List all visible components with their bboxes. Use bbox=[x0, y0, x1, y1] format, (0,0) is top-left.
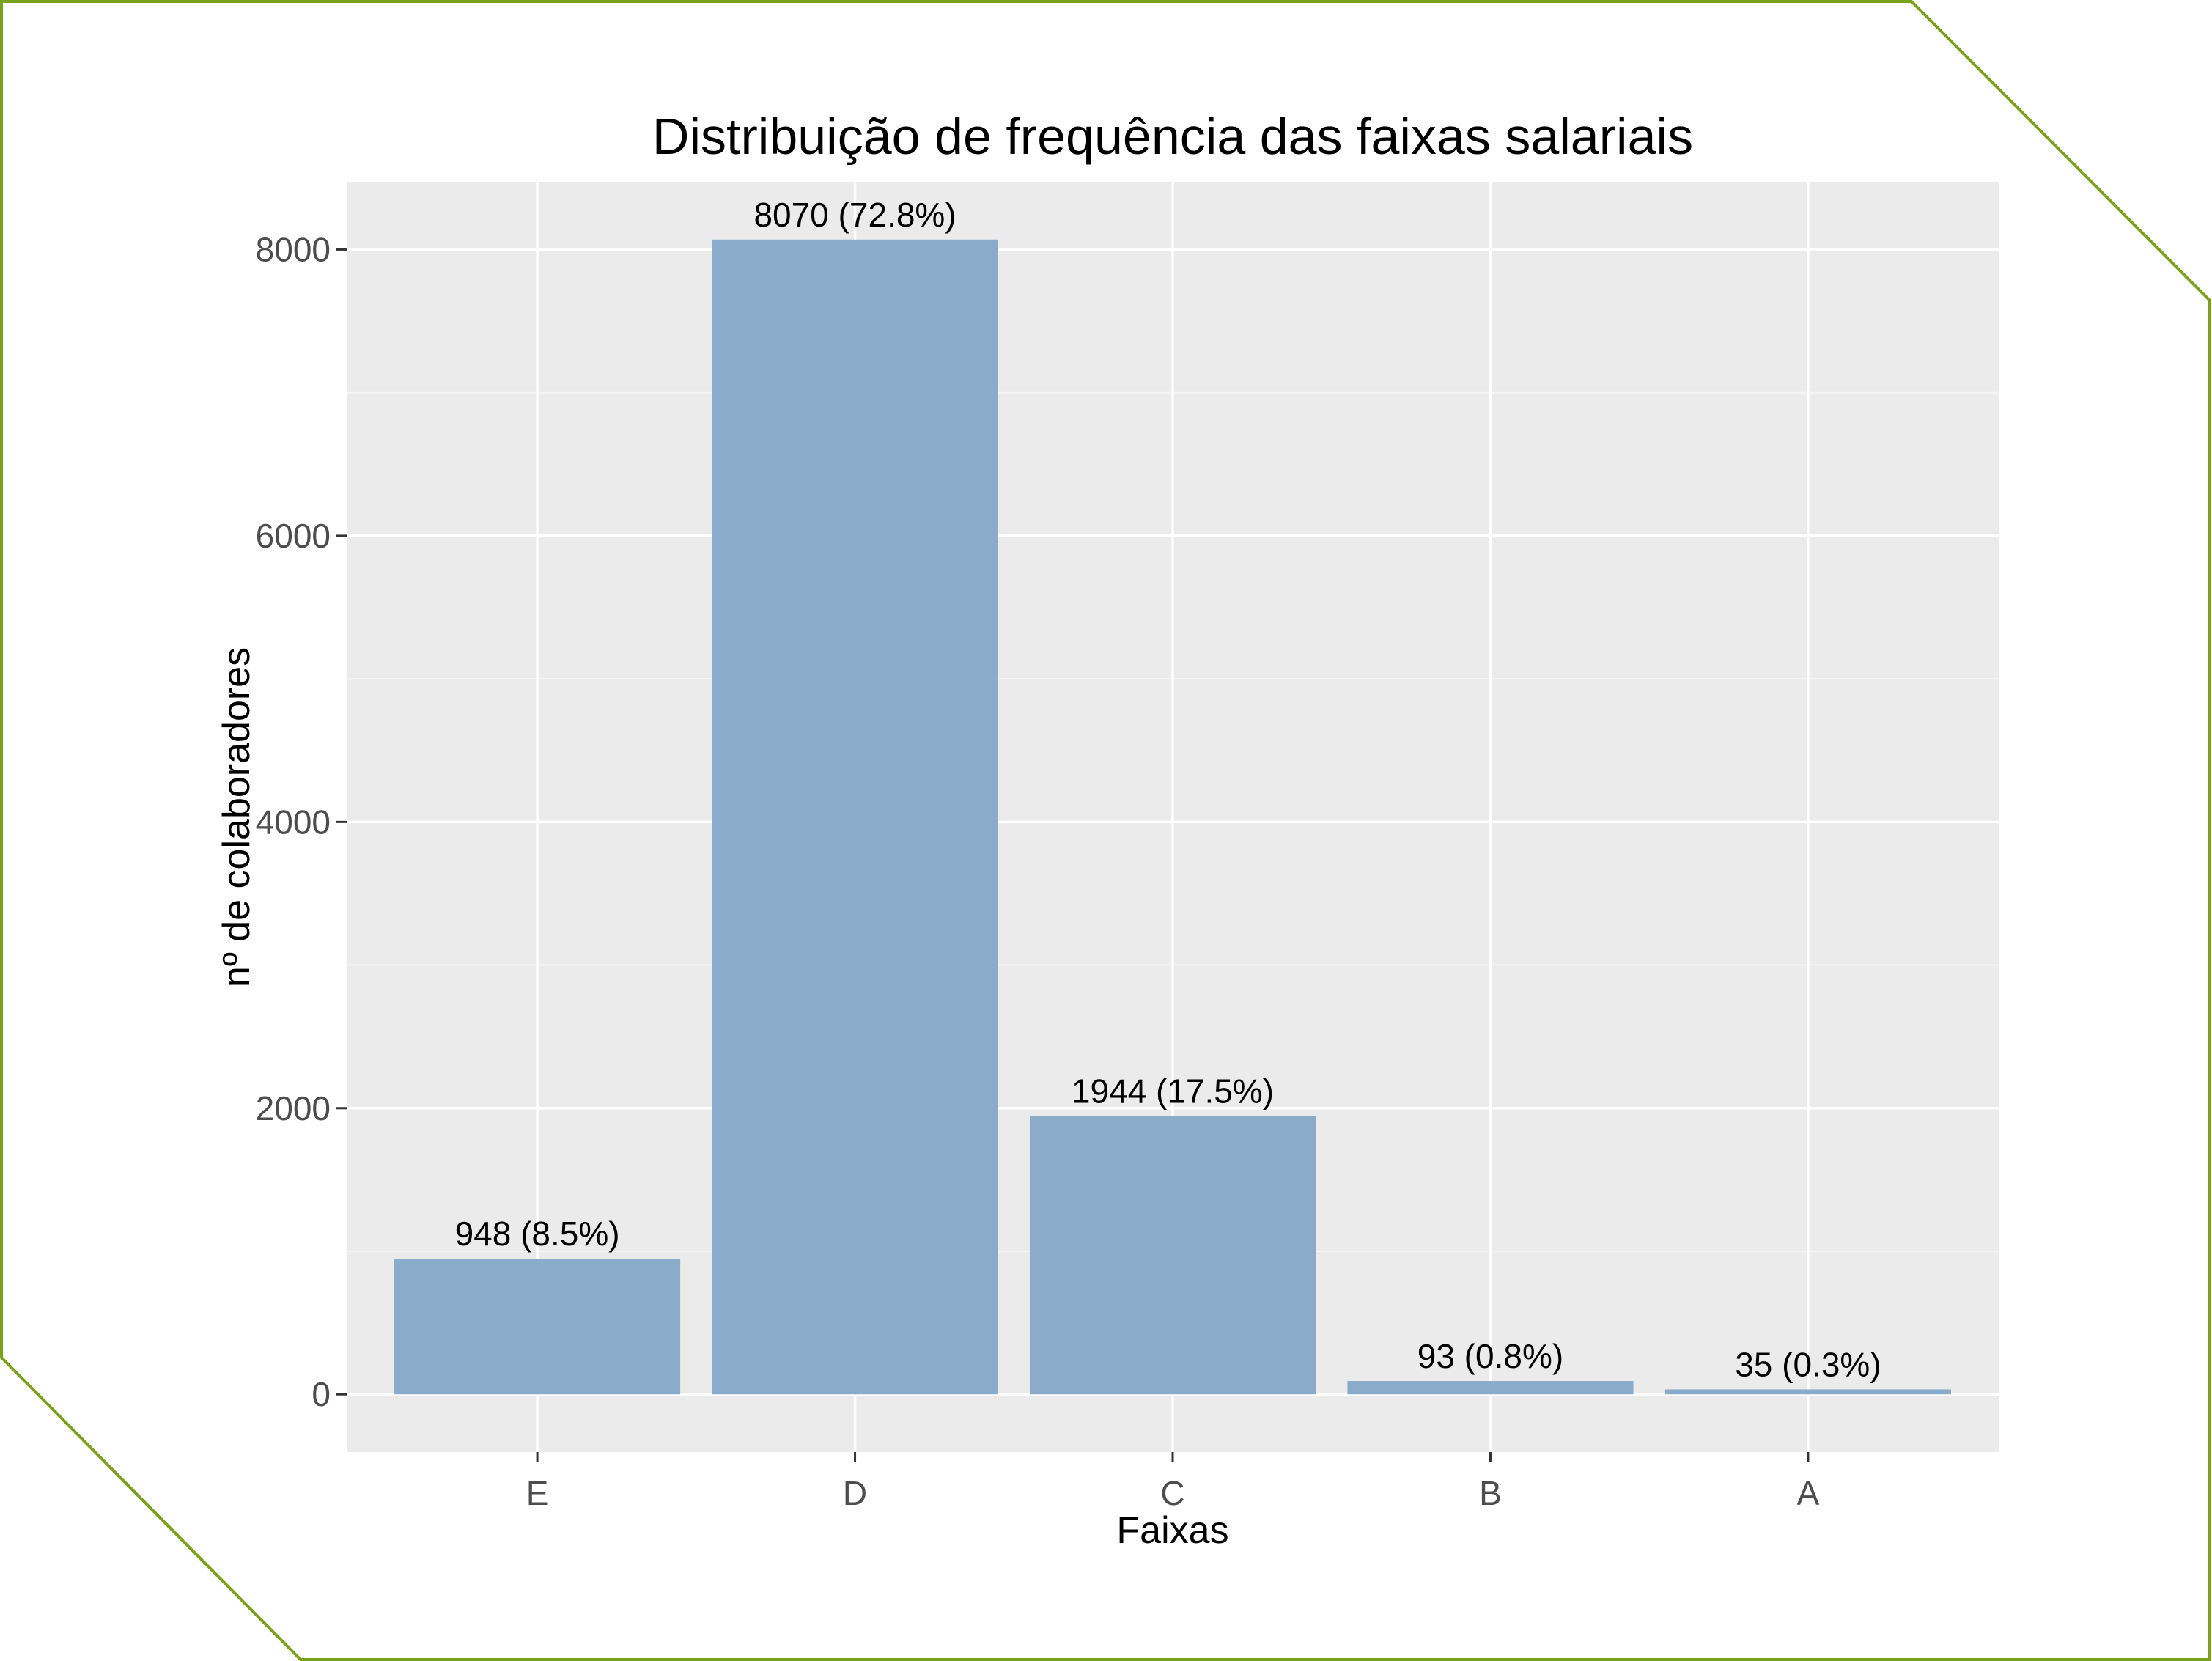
y-axis-title: nº de colaboradores bbox=[215, 647, 258, 987]
x-tick-label: C bbox=[1160, 1474, 1184, 1512]
x-tick-label: A bbox=[1797, 1474, 1820, 1512]
bar-data-label: 93 (0.8%) bbox=[1417, 1337, 1563, 1375]
bar bbox=[394, 1259, 681, 1395]
bar-data-label: 1944 (17.5%) bbox=[1072, 1072, 1274, 1111]
x-tick-label: D bbox=[843, 1474, 867, 1512]
bars bbox=[394, 239, 1951, 1395]
bar-data-label: 948 (8.5%) bbox=[455, 1215, 620, 1253]
data-labels: 948 (8.5%) 8070 (72.8%) 1944 (17.5%) 93 (0.… bbox=[455, 196, 1881, 1384]
bar bbox=[712, 239, 998, 1395]
y-axis: 0 2000 4000 6000 8000 bbox=[256, 230, 347, 1413]
y-tick-label: 2000 bbox=[256, 1089, 331, 1127]
y-tick-label: 6000 bbox=[256, 517, 331, 555]
x-axis-title: Faixas bbox=[1116, 1509, 1228, 1552]
x-tick-label: B bbox=[1479, 1474, 1502, 1512]
y-tick-label: 4000 bbox=[256, 803, 331, 841]
y-tick-label: 8000 bbox=[256, 230, 331, 268]
grid-lines bbox=[347, 182, 1999, 1452]
bar-data-label: 35 (0.3%) bbox=[1735, 1345, 1881, 1383]
bar bbox=[1029, 1116, 1316, 1395]
x-tick-label: E bbox=[526, 1474, 549, 1512]
bar bbox=[1664, 1389, 1951, 1395]
bar bbox=[1347, 1381, 1634, 1395]
chart-title: Distribuição de frequência das faixas sa… bbox=[652, 108, 1693, 165]
y-tick-label: 0 bbox=[311, 1375, 331, 1413]
bar-data-label: 8070 (72.8%) bbox=[753, 196, 956, 234]
